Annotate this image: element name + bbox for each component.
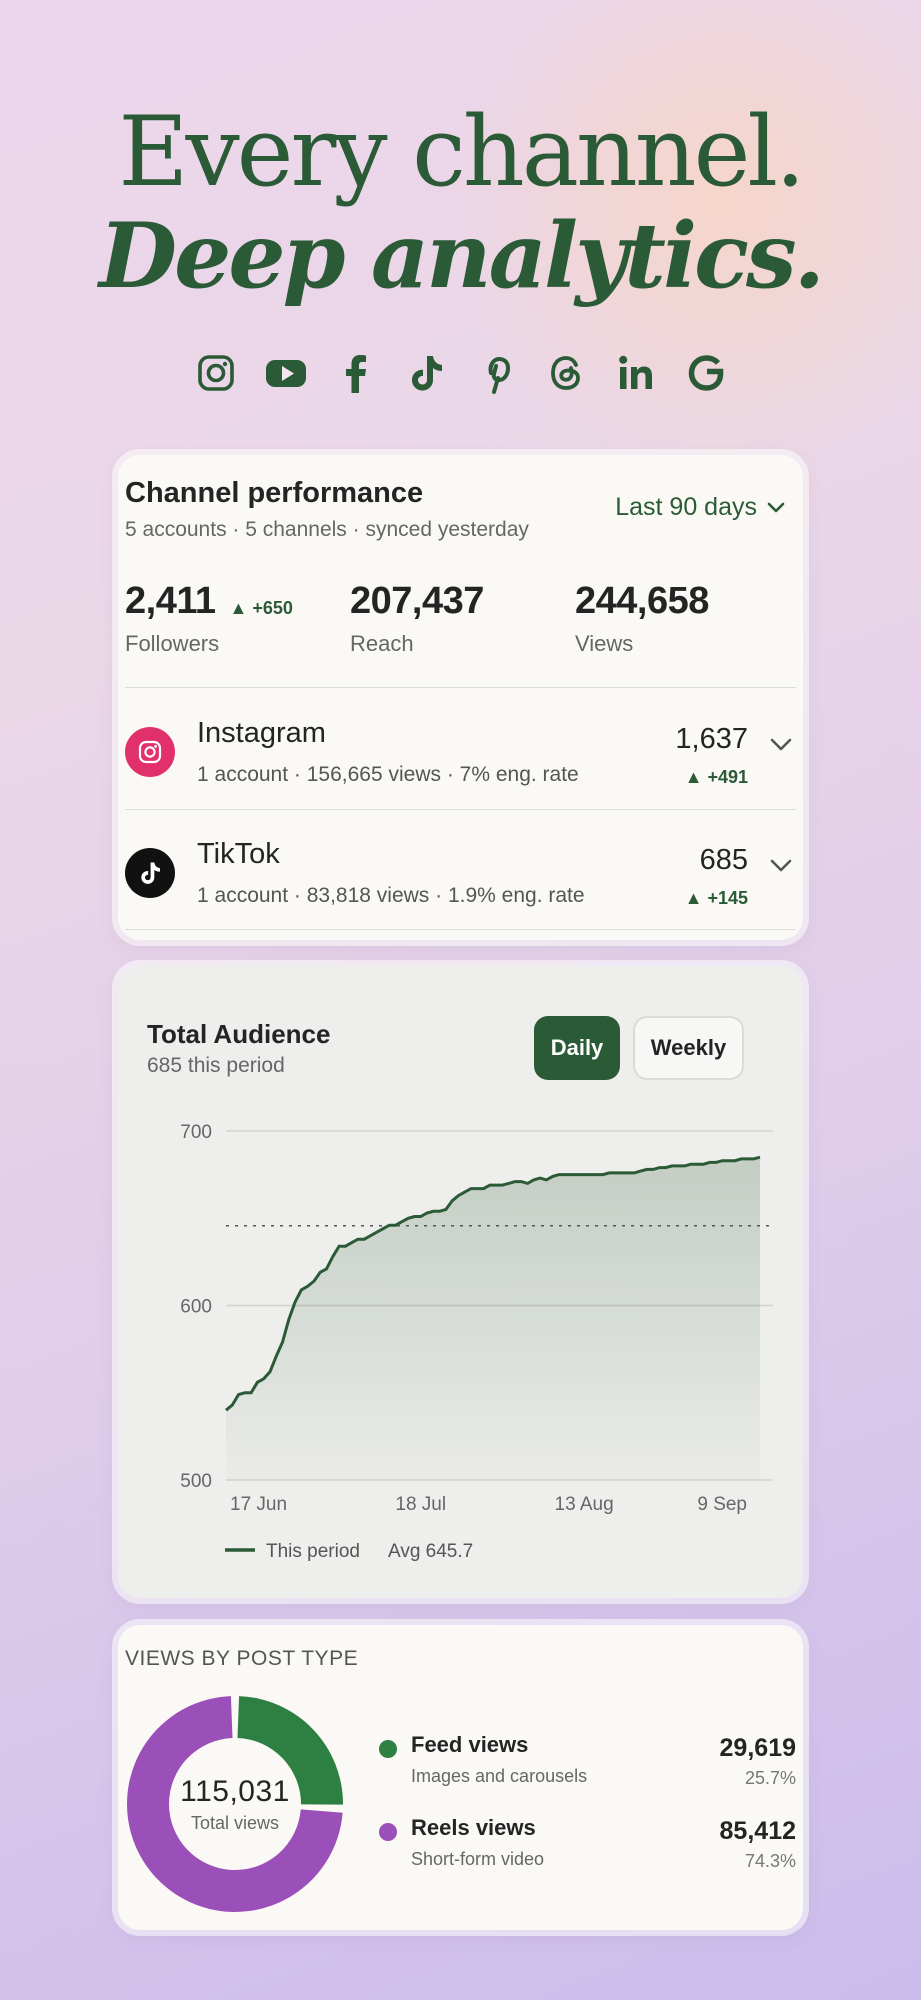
series-area: [226, 1157, 760, 1480]
card-subtitle: 685 this period: [147, 1054, 285, 1077]
channel-meta: 1 account · 83,818 views · 1.9% eng. rat…: [197, 884, 585, 907]
legend-name: Feed views: [411, 1732, 529, 1757]
stat-followers: 2,411 ▲ +650 Followers: [125, 580, 293, 657]
period-dropdown[interactable]: Last 90 days: [615, 493, 785, 522]
divider: [125, 809, 796, 810]
stat-value: 244,658: [575, 580, 709, 622]
donut-slice-feed: [237, 1696, 343, 1805]
stat-label: Followers: [125, 631, 220, 656]
youtube-icon: [265, 352, 307, 394]
channel-name: TikTok: [197, 838, 280, 870]
linkedin-icon: [615, 352, 657, 394]
chevron-down-icon[interactable]: [769, 737, 793, 753]
legend-average-label: Avg 645.7: [388, 1541, 473, 1562]
stat-views: 244,658 Views: [575, 580, 709, 657]
stat-delta: ▲ +650: [229, 598, 293, 619]
stat-label: Views: [575, 631, 634, 656]
social-icons: [0, 352, 921, 394]
hero-tagline: Deep analytics.: [99, 203, 825, 309]
channel-followers: 1,637: [675, 723, 748, 755]
hero-headline: Every channel.: [118, 96, 805, 208]
tiktok-icon: [125, 848, 175, 898]
daily-toggle-button[interactable]: Daily: [534, 1016, 620, 1080]
stat-value: 2,411: [125, 580, 216, 622]
card-title: VIEWS BY POST TYPE: [125, 1647, 359, 1670]
channel-meta: 1 account · 156,665 views · 7% eng. rate: [197, 763, 579, 786]
hero: Every channel. Deep analytics.: [0, 100, 921, 308]
channel-row-instagram[interactable]: Instagram 1 account · 156,665 views · 7%…: [118, 689, 803, 809]
donut-center: 115,031 Total views: [124, 1693, 346, 1915]
y-tick-label: 500: [180, 1471, 212, 1492]
card-title: Channel performance: [125, 477, 424, 509]
x-tick-label: 13 Aug: [555, 1494, 614, 1515]
series-line: [225, 1155, 761, 1412]
tiktok-icon: [405, 352, 447, 394]
legend-value: 85,412: [719, 1817, 796, 1845]
total-views-label: Total views: [190, 1812, 280, 1833]
google-icon: [685, 352, 727, 394]
audience-chart: 500 600 700 17 Jun 18 Jul 13 Aug 9 Sep This p…: [180, 1122, 773, 1562]
x-tick-label: 9 Sep: [697, 1494, 747, 1515]
channel-performance-card: Channel performance 5 accounts · 5 chann…: [118, 455, 803, 940]
divider: [125, 929, 796, 930]
legend-value: 29,619: [719, 1734, 796, 1762]
channel-followers: 685: [699, 844, 748, 876]
chevron-down-icon[interactable]: [769, 858, 793, 874]
legend-dot: [379, 1823, 397, 1841]
legend-percent: 74.3%: [744, 1851, 796, 1871]
channel-row-tiktok[interactable]: TikTok 1 account · 83,818 views · 1.9% e…: [118, 810, 803, 930]
card-title: Total Audience: [147, 1019, 331, 1049]
total-audience-card: Total Audience 685 this period Daily Wee…: [118, 966, 803, 1598]
card-subtitle: 5 accounts · 5 channels · synced yesterd…: [125, 518, 529, 541]
stat-reach: 207,437 Reach: [350, 580, 484, 657]
stat-label: Reach: [350, 631, 414, 656]
facebook-icon: [335, 352, 377, 394]
total-views-value: 115,031: [180, 1774, 290, 1808]
divider: [125, 687, 796, 688]
channel-delta: ▲ +491: [684, 767, 748, 787]
threads-icon: [545, 352, 587, 394]
legend-desc: Images and carousels: [411, 1766, 588, 1786]
channel-delta: ▲ +145: [684, 888, 748, 908]
channel-name: Instagram: [197, 717, 326, 749]
legend-percent: 25.7%: [744, 1768, 796, 1788]
views-by-post-type-card: VIEWS BY POST TYPE 115,031 Total views F…: [118, 1625, 803, 1930]
x-tick-label: 18 Jul: [395, 1494, 446, 1515]
y-tick-label: 700: [180, 1122, 212, 1143]
y-tick-label: 600: [180, 1297, 212, 1318]
donut-slice-reels: [127, 1696, 343, 1912]
stat-value: 207,437: [350, 580, 484, 622]
legend-dot: [379, 1740, 397, 1758]
views-donut-chart: [127, 1696, 343, 1912]
chevron-down-icon: [767, 502, 785, 512]
x-tick-label: 17 Jun: [230, 1494, 287, 1515]
legend-series-label: This period: [266, 1541, 360, 1562]
instagram-icon: [195, 352, 237, 394]
pinterest-icon: [475, 352, 517, 394]
legend-name: Reels views: [411, 1815, 536, 1840]
instagram-icon: [125, 727, 175, 777]
weekly-toggle-button[interactable]: Weekly: [633, 1016, 744, 1080]
legend-desc: Short-form video: [411, 1849, 545, 1869]
period-label: Last 90 days: [615, 493, 757, 521]
